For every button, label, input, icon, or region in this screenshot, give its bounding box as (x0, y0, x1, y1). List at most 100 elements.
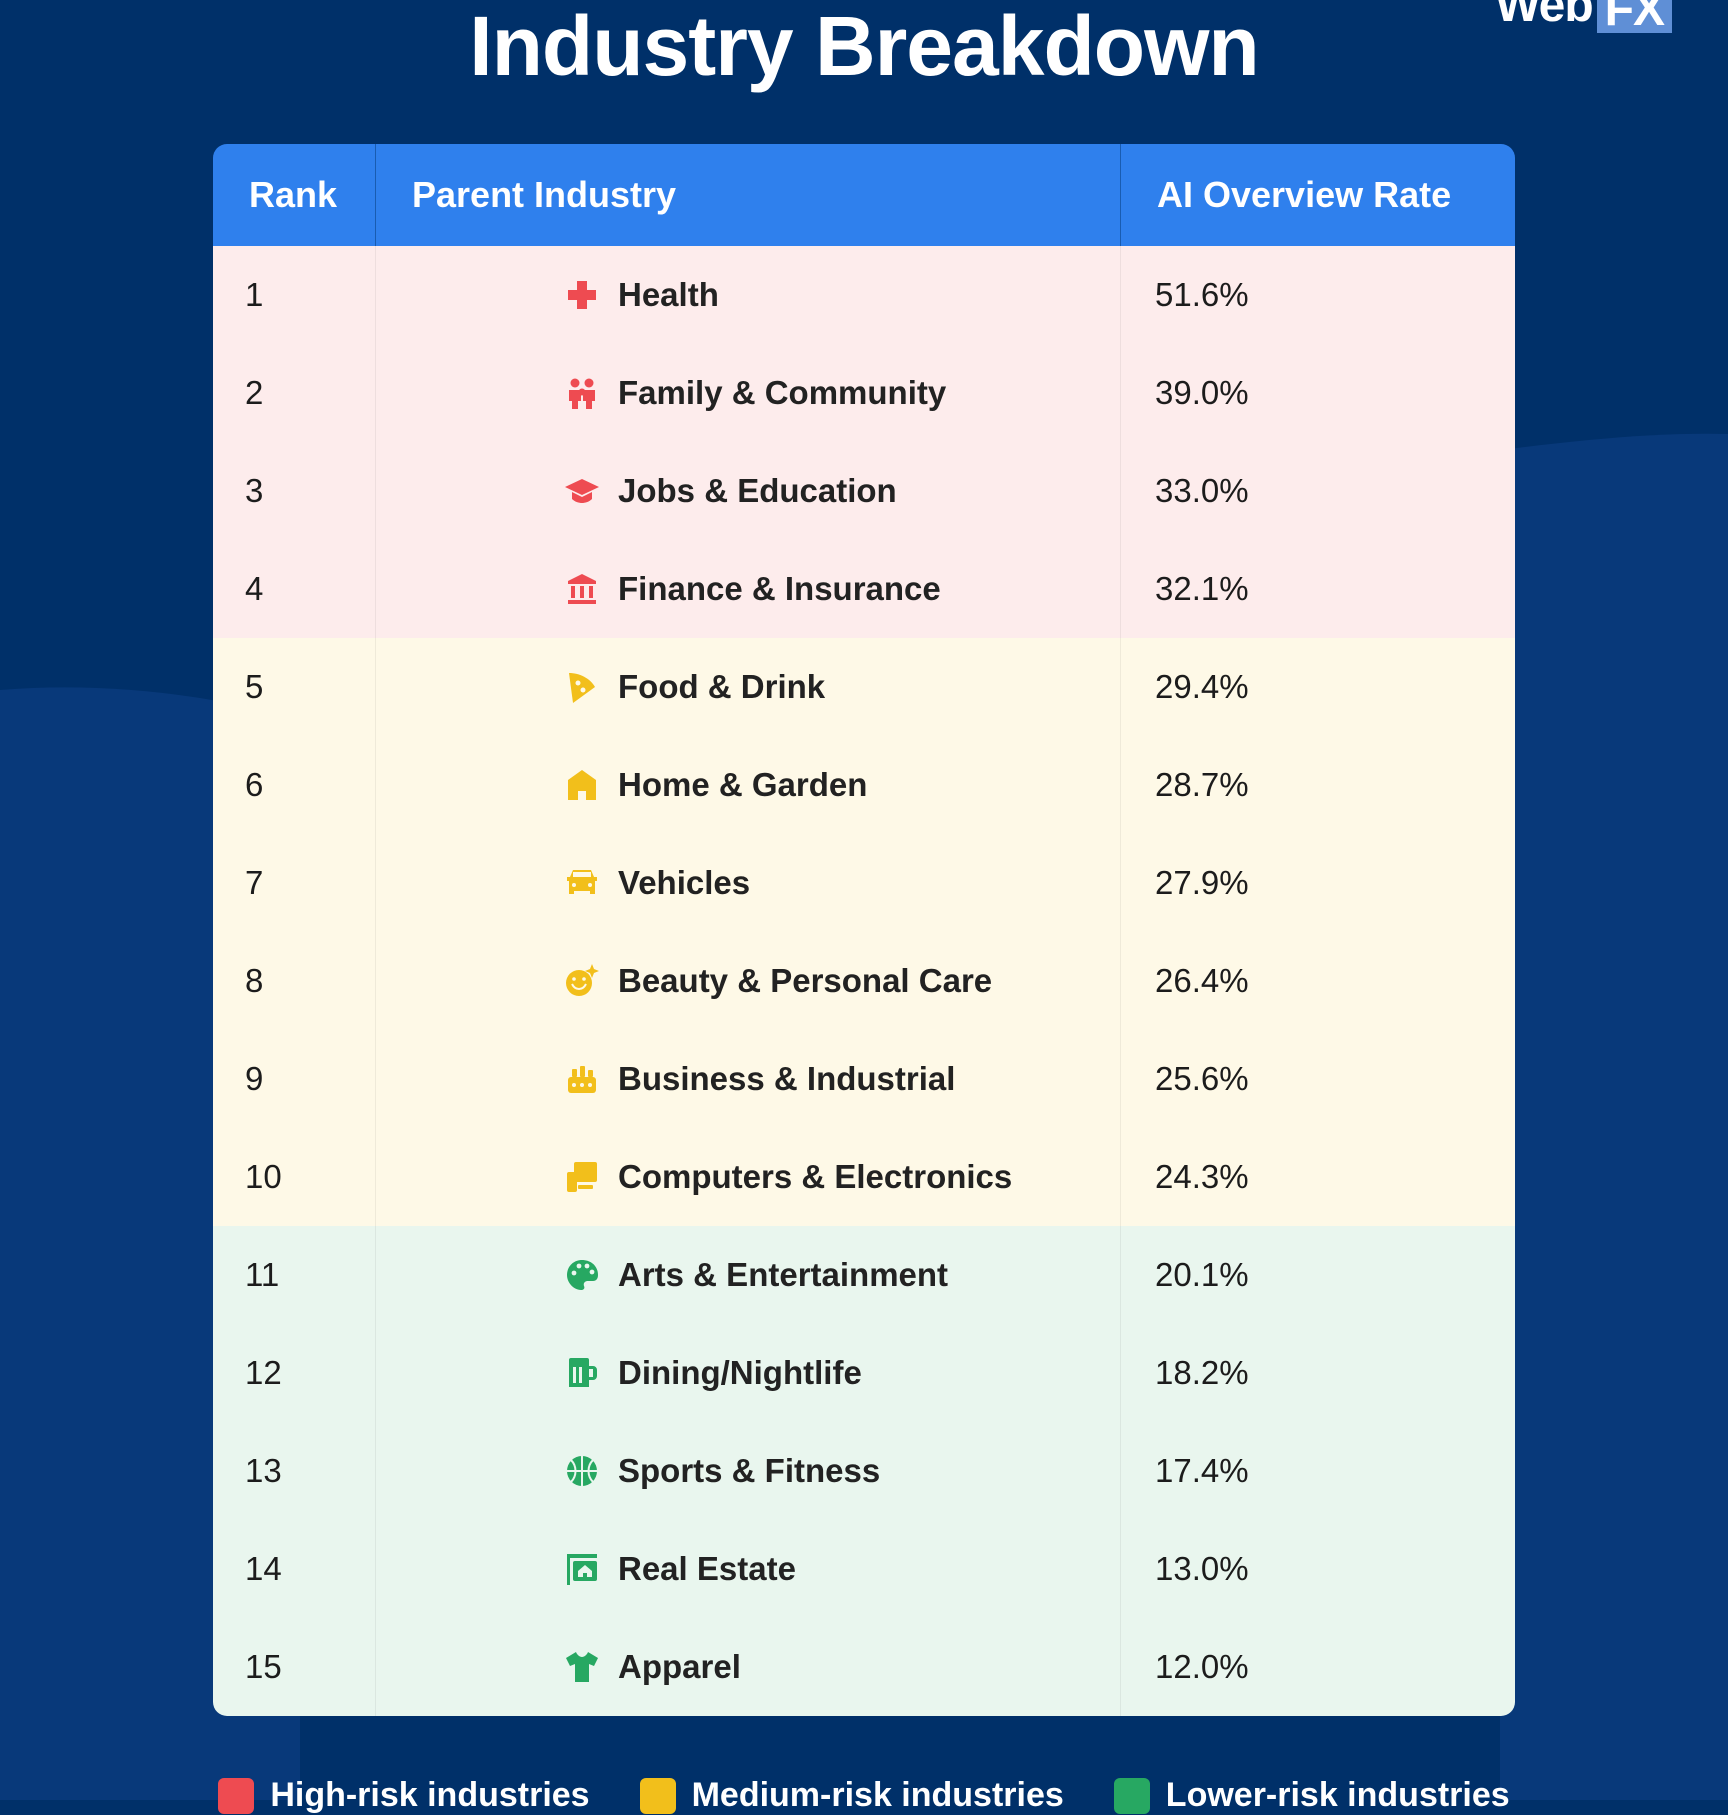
devices-icon (567, 1162, 597, 1192)
factory-icon (568, 1066, 596, 1093)
rank-cell: 9 (213, 1030, 376, 1128)
table-row: 5 Food & Drink 29.4% (213, 638, 1515, 736)
industry-table: Rank Parent Industry AI Overview Rate 1 H… (213, 144, 1515, 1716)
beer-mug-icon (569, 1358, 597, 1387)
legend-swatch (218, 1777, 255, 1814)
table-row: 12 Dining/Nightlife 18.2% (213, 1324, 1515, 1422)
industry-cell: Sports & Fitness (376, 1422, 1121, 1520)
industry-name: Sports & Fitness (618, 1452, 881, 1489)
industry-cell: Business & Industrial (376, 1030, 1121, 1128)
house-icon (568, 770, 596, 800)
legend: High-risk industries Medium-risk industri… (0, 1776, 1728, 1815)
industry-name: Family & Community (618, 374, 947, 411)
legend-label: High-risk industries (270, 1776, 590, 1814)
rate-cell: 12.0% (1155, 1648, 1249, 1685)
table-row: 2 Family & Community 39.0% (213, 344, 1515, 442)
industry-cell: Home & Garden (376, 736, 1121, 834)
rate-cell: 18.2% (1155, 1354, 1249, 1391)
industry-name: Arts & Entertainment (618, 1256, 949, 1293)
rank-cell: 3 (213, 442, 376, 540)
rate-cell: 17.4% (1155, 1452, 1249, 1489)
family-icon (569, 378, 595, 409)
rate-cell: 39.0% (1155, 374, 1249, 411)
rank-cell: 14 (213, 1520, 376, 1618)
column-header-industry: Parent Industry (376, 144, 1121, 246)
table-row: 6 Home & Garden 28.7% (213, 736, 1515, 834)
industry-name: Vehicles (618, 864, 751, 901)
rate-cell: 20.1% (1155, 1256, 1249, 1293)
table-row: 13 Sports & Fitness 17.4% (213, 1422, 1515, 1520)
car-icon (567, 870, 597, 894)
table-row: 11 Arts & Entertainment 20.1% (213, 1226, 1515, 1324)
rate-cell: 28.7% (1155, 766, 1249, 803)
rate-cell: 26.4% (1155, 962, 1249, 999)
industry-name: Health (618, 276, 719, 313)
industry-cell: Family & Community (376, 344, 1121, 442)
table-row: 4 Finance & Insurance 32.1% (213, 540, 1515, 638)
sparkle-face-icon (566, 964, 599, 996)
industry-cell: Jobs & Education (376, 442, 1121, 540)
logo-text: Web (1495, 0, 1593, 32)
industry-name: Real Estate (618, 1550, 796, 1587)
rank-cell: 5 (213, 638, 376, 736)
industry-cell: Beauty & Personal Care (376, 932, 1121, 1030)
industry-cell: Apparel (376, 1618, 1121, 1716)
industry-cell: Health (376, 246, 1121, 344)
basketball-icon (567, 1456, 597, 1486)
industry-name: Business & Industrial (618, 1060, 956, 1097)
industry-cell: Finance & Insurance (376, 540, 1121, 638)
rank-cell: 2 (213, 344, 376, 442)
industry-name: Computers & Electronics (618, 1158, 1013, 1195)
table-row: 14 Real Estate 13.0% (213, 1520, 1515, 1618)
industry-name: Jobs & Education (618, 472, 897, 509)
graduation-cap-icon (565, 479, 599, 503)
table-row: 1 Health 51.6% (213, 246, 1515, 344)
legend-swatch (639, 1777, 676, 1814)
legend-item-medium: Medium-risk industries (639, 1776, 1064, 1815)
table-row: 10 Computers & Electronics 24.3% (213, 1128, 1515, 1226)
legend-item-low: Lower-risk industries (1113, 1776, 1510, 1815)
bank-icon (568, 574, 596, 604)
medical-cross-icon (568, 281, 596, 309)
rate-cell: 32.1% (1155, 570, 1249, 607)
industry-cell: Real Estate (376, 1520, 1121, 1618)
industry-cell: Food & Drink (376, 638, 1121, 736)
rank-cell: 4 (213, 540, 376, 638)
rate-cell: 51.6% (1155, 276, 1249, 313)
industry-name: Beauty & Personal Care (618, 962, 993, 999)
legend-item-high: High-risk industries (218, 1776, 590, 1815)
webfx-logo: Web FX (1495, 0, 1672, 34)
rank-cell: 8 (213, 932, 376, 1030)
rate-cell: 13.0% (1155, 1550, 1249, 1587)
industry-cell: Vehicles (376, 834, 1121, 932)
page-title: Industry Breakdown (469, 0, 1259, 93)
column-header-rank: Rank (213, 144, 376, 246)
industry-cell: Computers & Electronics (376, 1128, 1121, 1226)
logo-fx-badge: FX (1596, 0, 1672, 34)
table-header: Rank Parent Industry AI Overview Rate (213, 144, 1515, 246)
palette-icon (567, 1260, 598, 1290)
table-row: 3 Jobs & Education 33.0% (213, 442, 1515, 540)
legend-label: Medium-risk industries (691, 1776, 1064, 1814)
column-header-rate: AI Overview Rate (1157, 174, 1452, 215)
rank-cell: 11 (213, 1226, 376, 1324)
table-row: 8 Beauty & Personal Care 26.4% (213, 932, 1515, 1030)
rate-cell: 33.0% (1155, 472, 1249, 509)
legend-swatch (1113, 1777, 1150, 1814)
industry-cell: Arts & Entertainment (376, 1226, 1121, 1324)
property-sign-icon (567, 1554, 597, 1585)
table-row: 15 Apparel 12.0% (213, 1618, 1515, 1716)
legend-label: Lower-risk industries (1165, 1776, 1510, 1814)
rank-cell: 10 (213, 1128, 376, 1226)
table-body: 1 Health 51.6% 2 Family & Community 39.0% 3 Job… (213, 246, 1515, 1716)
rate-cell: 25.6% (1155, 1060, 1249, 1097)
rate-cell: 24.3% (1155, 1158, 1249, 1195)
rank-cell: 13 (213, 1422, 376, 1520)
industry-name: Finance & Insurance (618, 570, 941, 607)
rank-cell: 12 (213, 1324, 376, 1422)
tshirt-icon (566, 1652, 598, 1682)
industry-name: Food & Drink (618, 668, 826, 705)
rate-cell: 29.4% (1155, 668, 1249, 705)
table-row: 7 Vehicles 27.9% (213, 834, 1515, 932)
industry-name: Home & Garden (618, 766, 868, 803)
